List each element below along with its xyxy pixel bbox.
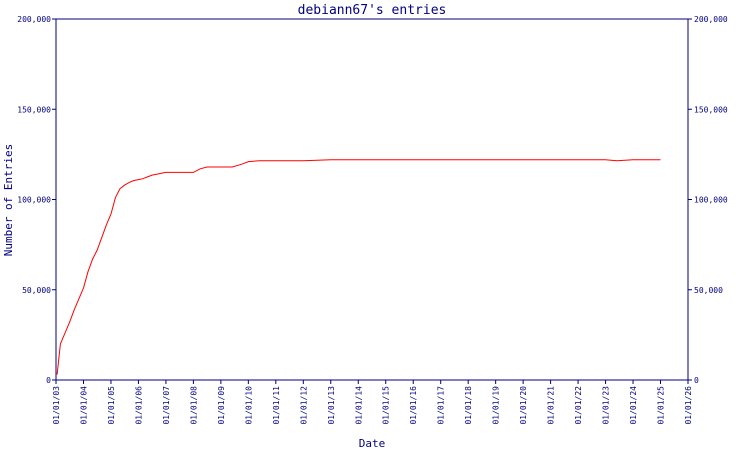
y-tick-label-left: 50,000 xyxy=(22,286,51,295)
y-tick-label-left: 200,000 xyxy=(17,15,51,24)
x-tick-label: 01/01/24 xyxy=(629,386,638,425)
x-tick-label: 01/01/04 xyxy=(79,386,88,425)
y-tick-label-right: 0 xyxy=(694,376,699,385)
x-tick-label: 01/01/08 xyxy=(189,386,198,425)
x-tick-label: 01/01/11 xyxy=(272,386,281,425)
x-tick-label: 01/01/16 xyxy=(409,386,418,425)
plot-frame xyxy=(55,18,689,381)
x-tick-label: 01/01/14 xyxy=(354,386,363,425)
y-tick-label-left: 100,000 xyxy=(17,196,51,205)
x-axis-label: Date xyxy=(359,437,386,450)
x-tick-label: 01/01/03 xyxy=(52,386,61,425)
y-tick-label-right: 200,000 xyxy=(694,15,728,24)
x-tick-label: 01/01/26 xyxy=(684,386,693,425)
chart-title: debiann67's entries xyxy=(298,3,447,18)
x-tick-label: 01/01/20 xyxy=(519,386,528,425)
x-tick-label: 01/01/15 xyxy=(382,386,391,425)
y-tick-label-right: 150,000 xyxy=(694,105,728,114)
y-tick-label-left: 0 xyxy=(46,376,51,385)
x-tick-label: 01/01/05 xyxy=(107,386,116,425)
x-tick-label: 01/01/25 xyxy=(657,386,666,425)
x-tick-label: 01/01/09 xyxy=(217,386,226,425)
y-tick-label-left: 150,000 xyxy=(17,105,51,114)
series-line xyxy=(56,159,661,375)
x-tick-label: 01/01/06 xyxy=(134,386,143,425)
y-tick-label-right: 100,000 xyxy=(694,196,728,205)
x-tick-label: 01/01/18 xyxy=(464,386,473,425)
x-tick-label: 01/01/22 xyxy=(574,386,583,425)
x-tick-label: 01/01/21 xyxy=(547,386,556,425)
y-tick-label-right: 50,000 xyxy=(694,286,723,295)
x-tick-label: 01/01/13 xyxy=(327,386,336,425)
x-tick-label: 01/01/07 xyxy=(162,386,171,425)
x-tick-label: 01/01/23 xyxy=(602,386,611,425)
y-axis-label: Number of Entries xyxy=(2,144,15,257)
x-tick-label: 01/01/10 xyxy=(244,386,253,425)
x-tick-label: 01/01/12 xyxy=(299,386,308,425)
x-tick-label: 01/01/19 xyxy=(492,386,501,425)
x-tick-label: 01/01/17 xyxy=(437,386,446,425)
